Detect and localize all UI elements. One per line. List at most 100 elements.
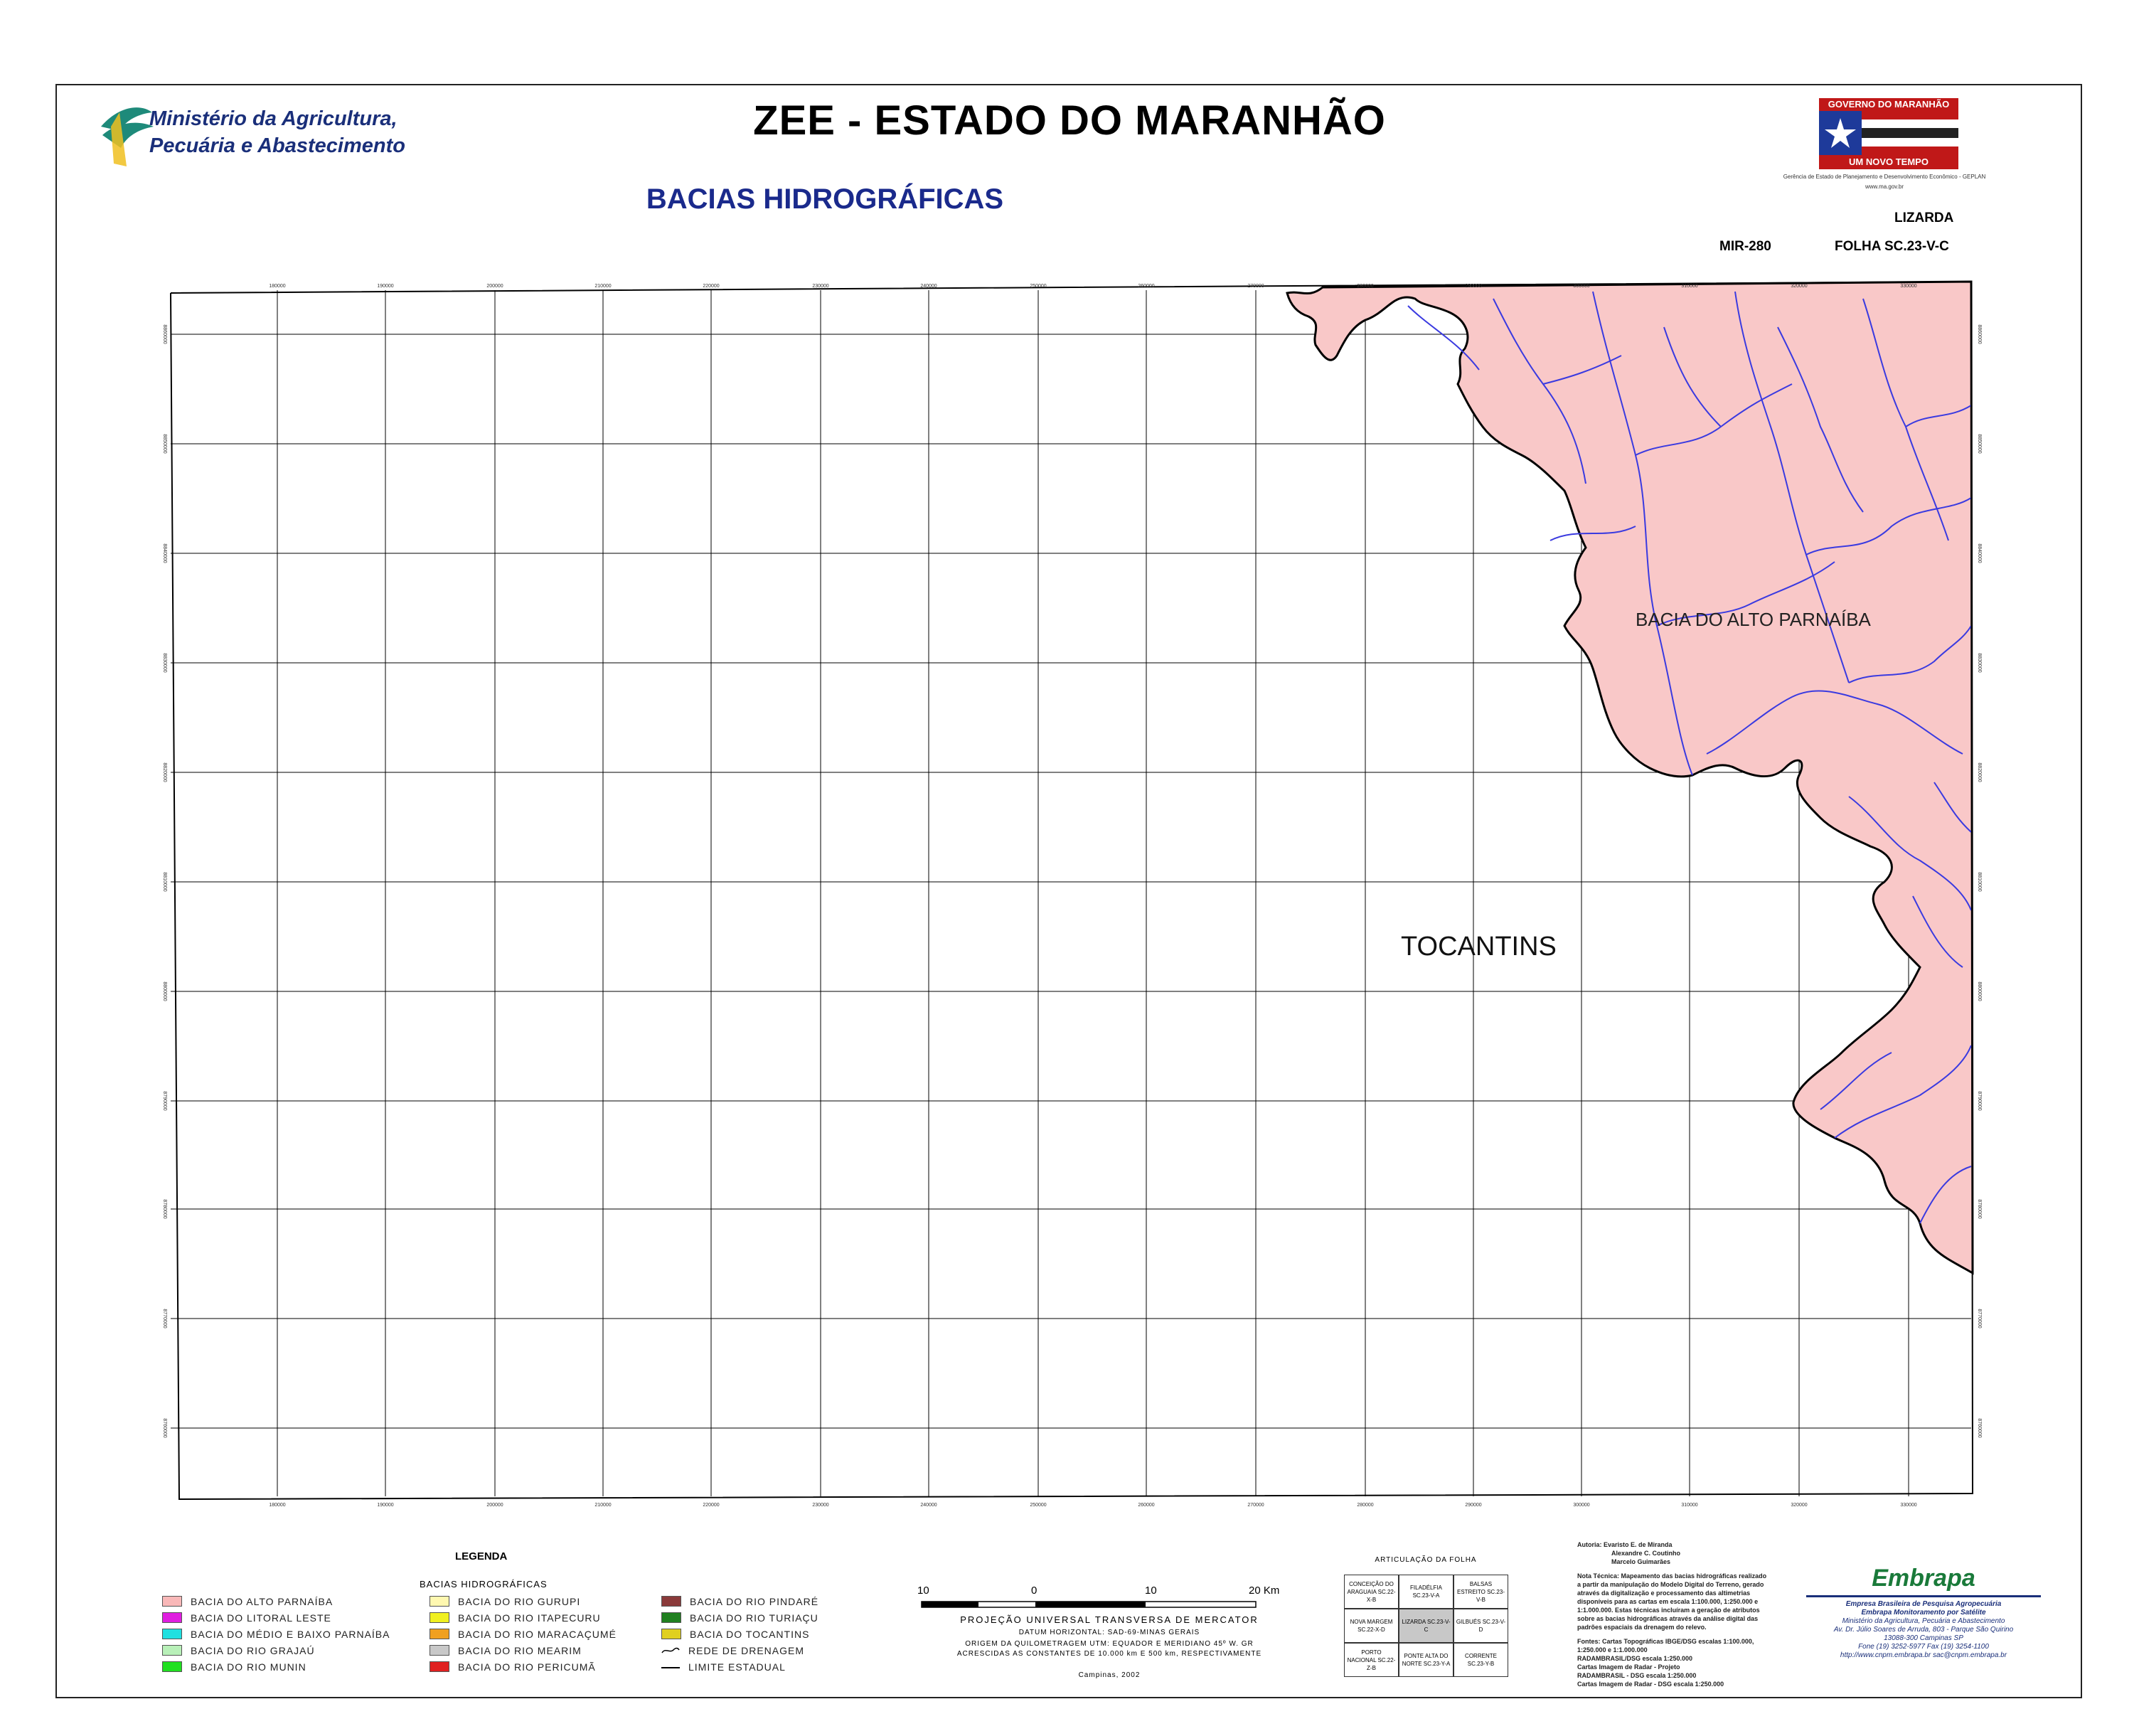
maranhao-flag-icon bbox=[1819, 111, 1958, 155]
legend-label: BACIA DO MÉDIO E BAIXO PARNAÍBA bbox=[191, 1628, 390, 1640]
y-tick-label: 8820000 bbox=[162, 762, 167, 782]
embrapa-rule bbox=[1806, 1595, 2041, 1597]
scale-label-10: 10 bbox=[1145, 1585, 1157, 1597]
legend-swatch bbox=[430, 1612, 449, 1623]
y-tick-label: 8810000 bbox=[162, 872, 167, 891]
cartas-2: RADAMBRASIL - DSG escala 1:250.000 bbox=[1577, 1672, 1697, 1679]
y-tick-label: 8780000 bbox=[162, 1199, 167, 1218]
y-tick-labels-left: 8860000 8850000 8840000 8830000 8820000 88100… bbox=[162, 324, 167, 1437]
x-tick-label: 210000 bbox=[594, 284, 611, 289]
legend-label: BACIA DO RIO MARACAÇUMÉ bbox=[458, 1628, 617, 1640]
legend-swatch bbox=[430, 1629, 449, 1639]
nota-tecnica: Nota Técnica: Mapeamento das bacias hidr… bbox=[1577, 1572, 1767, 1631]
legend-label: BACIA DO RIO MUNIN bbox=[191, 1661, 306, 1673]
folha-code: FOLHA SC.23-V-C bbox=[1835, 239, 1949, 254]
autor-2: Alexandre C. Coutinho bbox=[1611, 1550, 1681, 1557]
scale-label-0: 0 bbox=[1031, 1585, 1038, 1597]
y-tick-label: 8790000 bbox=[1977, 1091, 1982, 1110]
ministry-line-2: Pecuária e Abastecimento bbox=[149, 134, 405, 157]
legend-item: BACIA DO RIO ITAPECURU bbox=[430, 1609, 617, 1626]
mir-number: MIR-280 bbox=[1719, 239, 1771, 254]
x-tick-label: 330000 bbox=[1900, 284, 1916, 289]
legend-label: BACIA DO RIO MEARIM bbox=[458, 1644, 582, 1656]
ministry-logo-icon bbox=[101, 107, 154, 166]
legend-column-1: BACIA DO ALTO PARNAÍBA BACIA DO LITORAL L… bbox=[162, 1593, 390, 1675]
sheet-name: LIZARDA bbox=[1894, 211, 1954, 225]
x-tick-label: 280000 bbox=[1357, 1503, 1373, 1508]
fontes: Fontes: Cartas Topográficas IBGE/DSG esc… bbox=[1577, 1638, 1754, 1654]
legend-title: LEGENDA bbox=[455, 1550, 508, 1562]
embrapa-line-1: Empresa Brasileira de Pesquisa Agropecuá… bbox=[1845, 1600, 2002, 1608]
y-tick-label: 8860000 bbox=[162, 324, 167, 344]
legend-item: BACIA DO RIO MUNIN bbox=[162, 1658, 390, 1675]
legend-swatch bbox=[162, 1596, 182, 1607]
x-tick-label: 260000 bbox=[1138, 1503, 1154, 1508]
legend-swatch bbox=[661, 1629, 681, 1639]
legend-item: REDE DE DRENAGEM bbox=[661, 1642, 818, 1658]
legend-item: BACIA DO TOCANTINS bbox=[661, 1626, 818, 1642]
x-tick-label: 300000 bbox=[1573, 284, 1589, 289]
autoria: Autoria: Evaristo E. de Miranda bbox=[1577, 1541, 1673, 1548]
x-tick-label: 200000 bbox=[486, 284, 503, 289]
projection-text: PROJEÇÃO UNIVERSAL TRANSVERSA DE MERCATO… bbox=[960, 1614, 1259, 1625]
cartas-1: Cartas Imagem de Radar - Projeto bbox=[1577, 1663, 1680, 1671]
cartas-3: Cartas Imagem de Radar - DSG escala 1:25… bbox=[1577, 1681, 1724, 1688]
articulacao-grid: CONCEIÇÃO DO ARAGUAIA SC.22-X-B FILADÉLFI… bbox=[1344, 1575, 1509, 1677]
y-tick-label: 8840000 bbox=[162, 543, 167, 563]
x-tick-label: 230000 bbox=[812, 284, 828, 289]
autor-3: Marcelo Guimarães bbox=[1611, 1558, 1671, 1565]
embrapa-line-4: Av. Dr. Júlio Soares de Arruda, 803 - Pa… bbox=[1833, 1626, 2014, 1634]
credits-block: Autoria: Evaristo E. de Miranda Alexandr… bbox=[1577, 1540, 1769, 1688]
legend-swatch bbox=[162, 1645, 182, 1656]
label-tocantins: TOCANTINS bbox=[1401, 932, 1557, 962]
x-tick-label: 250000 bbox=[1030, 284, 1046, 289]
legend-item: BACIA DO LITORAL LESTE bbox=[162, 1609, 390, 1626]
y-tick-label: 8830000 bbox=[1977, 653, 1982, 672]
legend-item: BACIA DO RIO MARACAÇUMÉ bbox=[430, 1626, 617, 1642]
x-tick-label: 220000 bbox=[703, 284, 719, 289]
ministry-name: Ministério da Agricultura, Pecuária e Ab… bbox=[149, 105, 405, 159]
x-tick-label: 280000 bbox=[1357, 284, 1373, 289]
articulacao-cell: CONCEIÇÃO DO ARAGUAIA SC.22-X-B bbox=[1344, 1575, 1399, 1609]
scale-label-10-left: 10 bbox=[917, 1585, 929, 1597]
embrapa-line-6: Fone (19) 3252-5977 Fax (19) 3254-1100 bbox=[1858, 1643, 1989, 1651]
legend-label: BACIA DO RIO PERICUMÃ bbox=[458, 1661, 596, 1673]
ministry-line-1: Ministério da Agricultura, bbox=[149, 107, 398, 130]
legend-swatch bbox=[430, 1661, 449, 1672]
map-frame bbox=[55, 84, 2082, 1698]
x-tick-label: 220000 bbox=[703, 1503, 719, 1508]
legend-item: BACIA DO ALTO PARNAÍBA bbox=[162, 1593, 390, 1609]
x-tick-label: 200000 bbox=[486, 1503, 503, 1508]
y-tick-label: 8840000 bbox=[1977, 543, 1982, 563]
x-tick-label: 240000 bbox=[920, 284, 937, 289]
scale-bar: 10 0 10 20 Km bbox=[917, 1585, 1294, 1614]
legend-group-title: BACIAS HIDROGRÁFICAS bbox=[420, 1579, 548, 1589]
y-tick-label: 8850000 bbox=[1977, 434, 1982, 453]
y-tick-label: 8800000 bbox=[162, 981, 167, 1001]
legend-item: BACIA DO RIO PINDARÉ bbox=[661, 1593, 818, 1609]
scale-label-20: 20 Km bbox=[1249, 1585, 1280, 1597]
legend-column-2: BACIA DO RIO GURUPI BACIA DO RIO ITAPECUR… bbox=[430, 1593, 617, 1675]
legend-swatch bbox=[430, 1596, 449, 1607]
y-tick-label: 8770000 bbox=[1977, 1309, 1982, 1328]
y-tick-label: 8770000 bbox=[162, 1309, 167, 1328]
geplan-text: Gerência de Estado de Planejamento e Des… bbox=[1783, 174, 1986, 180]
legend-swatch bbox=[162, 1661, 182, 1672]
x-tick-label: 300000 bbox=[1573, 1503, 1589, 1508]
x-tick-label: 310000 bbox=[1681, 284, 1697, 289]
articulacao-cell: GILBUÉS SC.23-V-D bbox=[1453, 1609, 1508, 1643]
page-title: ZEE - ESTADO DO MARANHÃO bbox=[753, 97, 1386, 144]
x-tick-label: 190000 bbox=[377, 1503, 393, 1508]
y-tick-label: 8860000 bbox=[1977, 324, 1982, 344]
legend-label: REDE DE DRENAGEM bbox=[688, 1644, 805, 1656]
gov-site: www.ma.gov.br bbox=[1865, 183, 1904, 190]
legend-label: BACIA DO RIO GURUPI bbox=[458, 1595, 581, 1607]
embrapa-block: Embrapa Empresa Brasileira de Pesquisa A… bbox=[1806, 1565, 2041, 1660]
legend-label: BACIA DO LITORAL LESTE bbox=[191, 1612, 331, 1624]
legend-swatch bbox=[661, 1646, 680, 1655]
articulacao-cell: FILADÉLFIA SC.23-V-A bbox=[1399, 1575, 1453, 1609]
legend-label: BACIA DO RIO ITAPECURU bbox=[458, 1612, 601, 1624]
articulacao-cell: CORRENTE SC.23-Y-B bbox=[1453, 1643, 1508, 1677]
legend-swatch bbox=[430, 1645, 449, 1656]
x-tick-label: 210000 bbox=[594, 1503, 611, 1508]
